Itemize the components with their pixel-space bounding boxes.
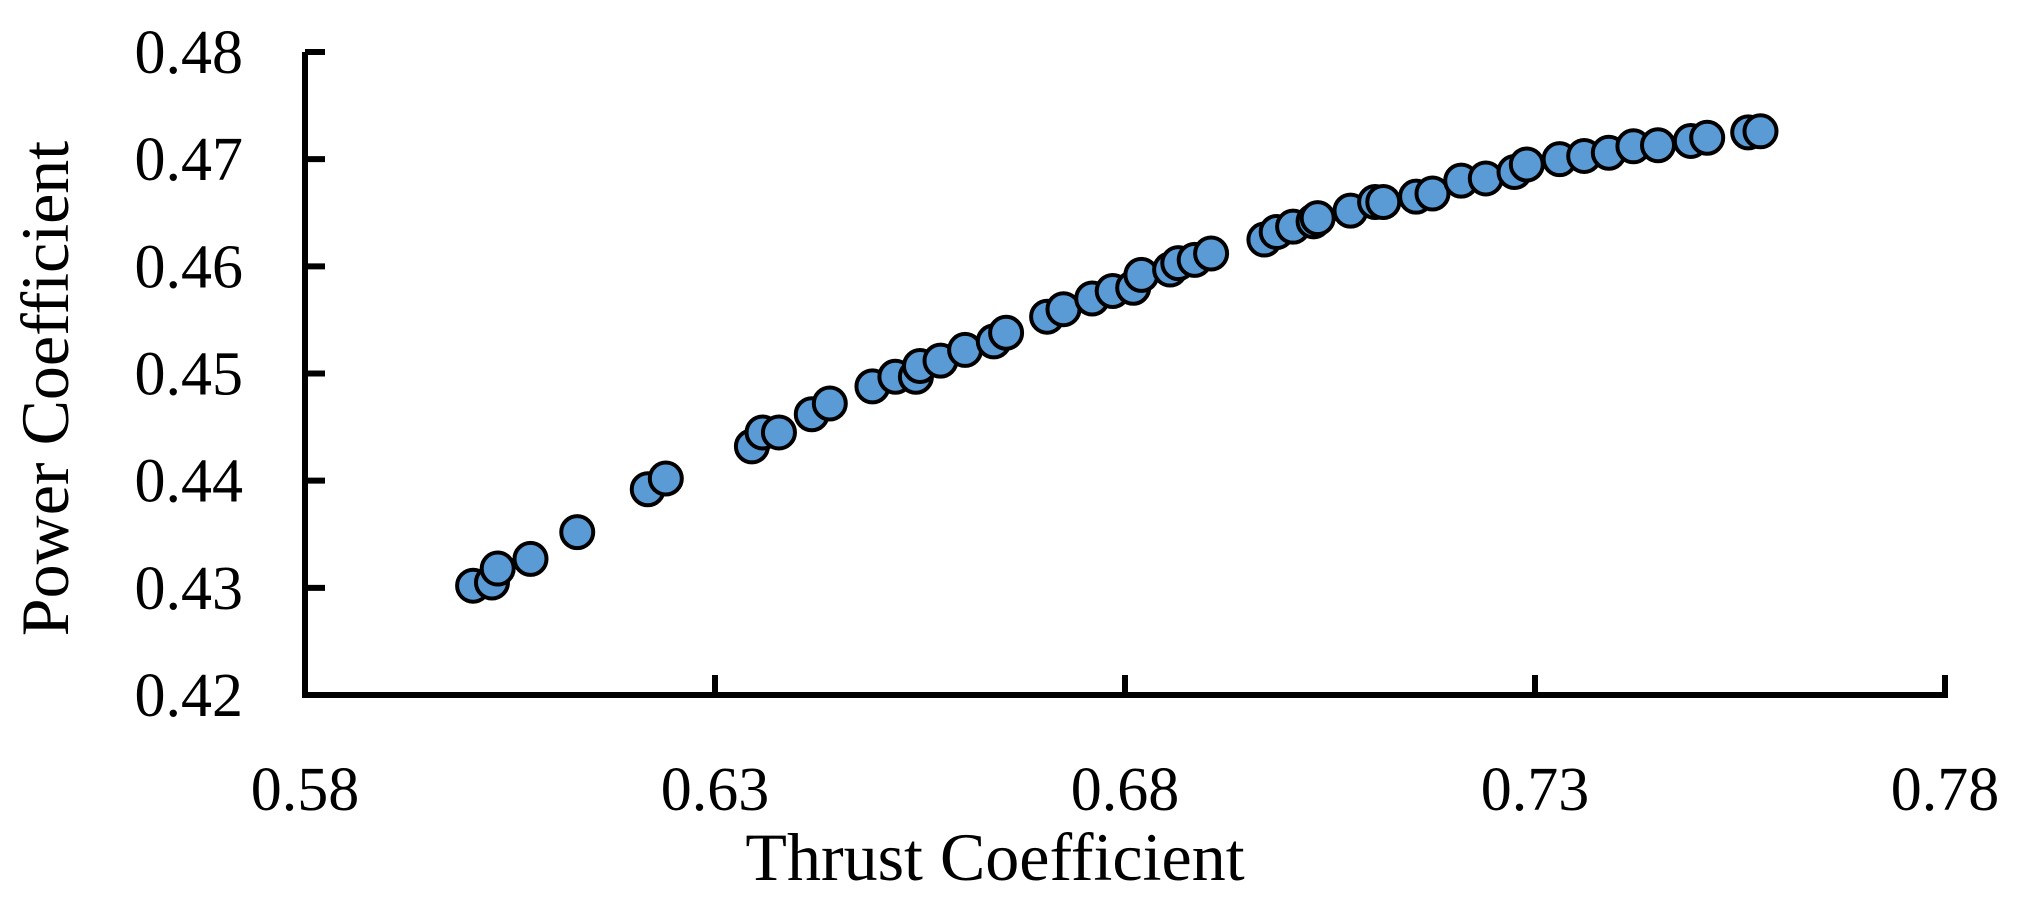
data-point <box>760 414 797 451</box>
y-axis-ticks: 0.42 0.43 0.44 0.45 0.46 0.47 0.48 <box>135 19 325 730</box>
data-point <box>1414 175 1451 212</box>
x-tick-label: 0.73 <box>1481 756 1590 824</box>
data-point <box>479 550 516 587</box>
data-point <box>1365 184 1402 221</box>
y-tick-label: 0.46 <box>135 233 244 301</box>
x-axis-ticks: 0.58 0.63 0.68 0.73 0.78 <box>251 675 2000 824</box>
data-point <box>811 385 848 422</box>
data-point <box>1467 160 1504 197</box>
data-point <box>1640 127 1676 164</box>
data-point <box>1123 256 1160 293</box>
x-tick-label: 0.78 <box>1891 756 2000 824</box>
data-points <box>455 113 1779 604</box>
y-tick-label: 0.45 <box>135 341 244 409</box>
data-point <box>1508 146 1545 183</box>
data-point <box>512 540 549 577</box>
x-tick-label: 0.58 <box>251 756 360 824</box>
data-point <box>1689 119 1726 156</box>
data-point <box>1299 200 1336 237</box>
y-tick-label: 0.42 <box>135 662 244 730</box>
x-tick-label: 0.68 <box>1071 756 1180 824</box>
y-tick-label: 0.44 <box>135 448 244 516</box>
x-axis-title: Thrust Coefficient <box>745 819 1244 895</box>
data-point <box>1742 113 1779 150</box>
y-tick-label: 0.48 <box>135 19 244 87</box>
x-tick-label: 0.63 <box>661 756 770 824</box>
data-point <box>647 460 684 497</box>
y-tick-label: 0.47 <box>135 126 244 194</box>
data-point <box>1193 235 1230 272</box>
data-point <box>559 514 596 551</box>
y-tick-label: 0.43 <box>135 555 244 623</box>
data-point <box>988 314 1025 351</box>
y-axis-title: Power Coefficient <box>7 141 83 636</box>
